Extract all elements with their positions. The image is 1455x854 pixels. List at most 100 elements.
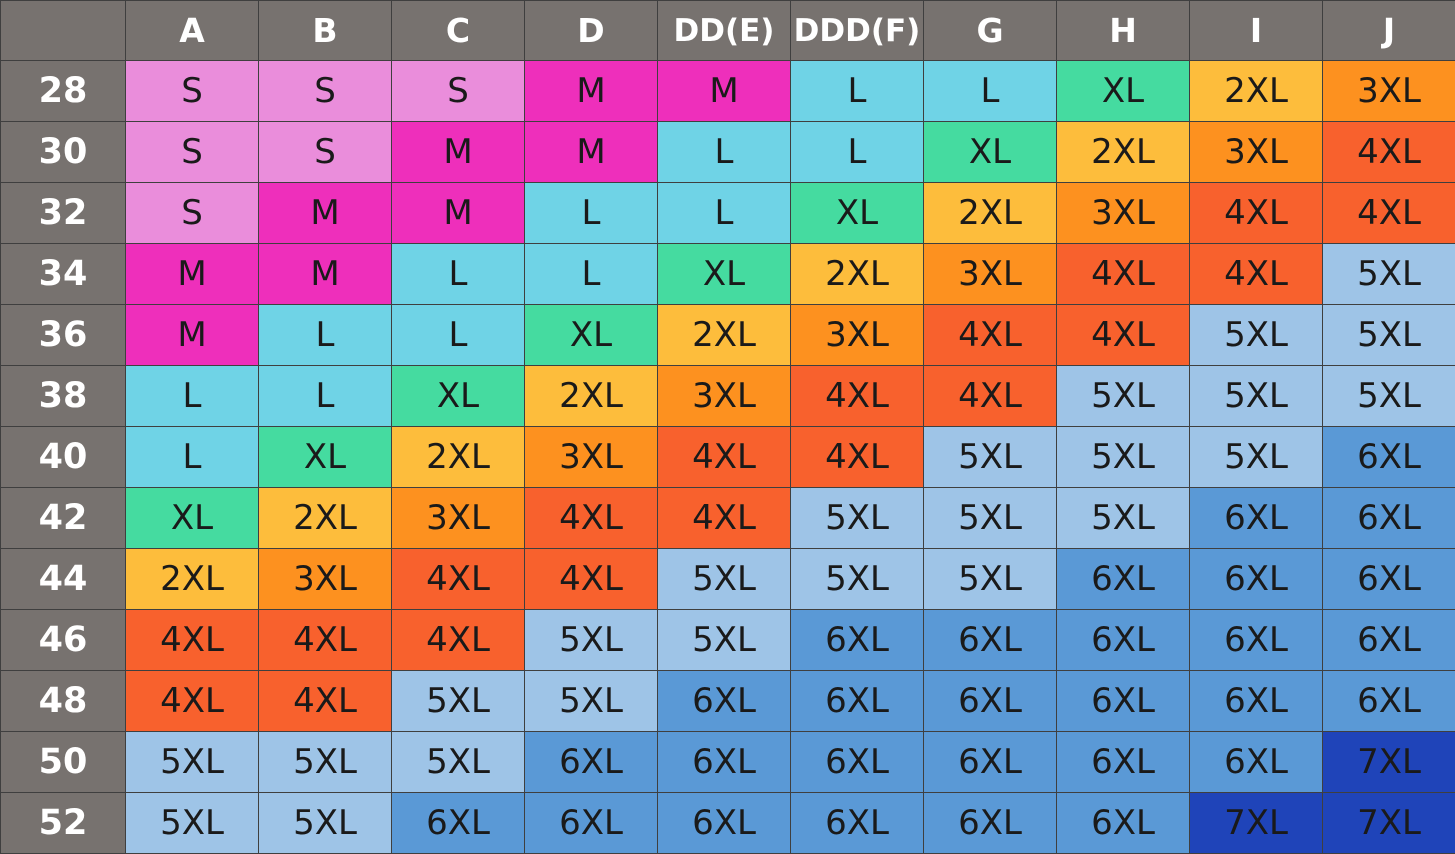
cup-size-header: DDD(F) — [791, 1, 924, 61]
size-cell: 5XL — [126, 793, 259, 854]
size-cell: 5XL — [1057, 488, 1190, 549]
size-cell: 5XL — [658, 610, 791, 671]
band-size-label: 48 — [1, 671, 126, 732]
size-cell: 5XL — [924, 549, 1057, 610]
size-cell: 5XL — [791, 549, 924, 610]
band-size-label: 46 — [1, 610, 126, 671]
size-cell: 5XL — [1190, 366, 1323, 427]
size-cell: 4XL — [924, 366, 1057, 427]
size-cell: XL — [924, 122, 1057, 183]
size-cell: 6XL — [658, 732, 791, 793]
size-cell: 3XL — [1057, 183, 1190, 244]
size-cell: 3XL — [658, 366, 791, 427]
size-cell: XL — [658, 244, 791, 305]
size-cell: M — [392, 122, 525, 183]
size-cell: 4XL — [1323, 122, 1455, 183]
band-size-label: 34 — [1, 244, 126, 305]
size-cell: 6XL — [791, 671, 924, 732]
cup-size-header: H — [1057, 1, 1190, 61]
size-cell: 6XL — [1323, 488, 1455, 549]
size-cell: M — [126, 244, 259, 305]
size-cell: 3XL — [791, 305, 924, 366]
size-cell: 4XL — [126, 610, 259, 671]
size-cell: 6XL — [658, 793, 791, 854]
size-cell: L — [658, 183, 791, 244]
size-cell: 5XL — [658, 549, 791, 610]
size-cell: 4XL — [259, 671, 392, 732]
size-cell: 2XL — [525, 366, 658, 427]
size-cell: 4XL — [791, 427, 924, 488]
size-cell: XL — [791, 183, 924, 244]
size-cell: 2XL — [658, 305, 791, 366]
size-cell: 2XL — [924, 183, 1057, 244]
size-cell: 7XL — [1323, 732, 1455, 793]
size-cell: S — [259, 122, 392, 183]
size-cell: 6XL — [1057, 610, 1190, 671]
size-cell: 3XL — [1323, 61, 1455, 122]
size-cell: 6XL — [1323, 427, 1455, 488]
size-cell: 5XL — [924, 427, 1057, 488]
size-cell: 5XL — [1057, 366, 1190, 427]
size-cell: 4XL — [658, 488, 791, 549]
size-cell: 5XL — [126, 732, 259, 793]
size-cell: 6XL — [1057, 671, 1190, 732]
size-cell: 6XL — [1190, 549, 1323, 610]
band-size-label: 32 — [1, 183, 126, 244]
size-cell: 6XL — [924, 793, 1057, 854]
size-cell: 2XL — [791, 244, 924, 305]
size-cell: L — [392, 244, 525, 305]
band-size-label: 36 — [1, 305, 126, 366]
size-cell: 3XL — [525, 427, 658, 488]
cup-size-header: A — [126, 1, 259, 61]
cup-size-header: B — [259, 1, 392, 61]
size-cell: XL — [392, 366, 525, 427]
size-cell: 4XL — [1190, 183, 1323, 244]
cup-size-header: G — [924, 1, 1057, 61]
size-cell: M — [525, 61, 658, 122]
size-cell: 5XL — [1190, 427, 1323, 488]
size-cell: XL — [1057, 61, 1190, 122]
size-cell: L — [658, 122, 791, 183]
cup-size-header: D — [525, 1, 658, 61]
size-cell: 5XL — [525, 671, 658, 732]
size-cell: XL — [126, 488, 259, 549]
size-cell: 5XL — [924, 488, 1057, 549]
size-cell: 7XL — [1323, 793, 1455, 854]
size-cell: 4XL — [392, 549, 525, 610]
band-size-label: 50 — [1, 732, 126, 793]
size-cell: 7XL — [1190, 793, 1323, 854]
size-cell: M — [259, 183, 392, 244]
size-cell: 3XL — [1190, 122, 1323, 183]
size-cell: 4XL — [1190, 244, 1323, 305]
size-cell: 3XL — [924, 244, 1057, 305]
band-size-label: 40 — [1, 427, 126, 488]
size-cell: 6XL — [392, 793, 525, 854]
size-cell: 2XL — [392, 427, 525, 488]
size-cell: L — [126, 366, 259, 427]
size-cell: M — [392, 183, 525, 244]
size-cell: L — [259, 305, 392, 366]
size-cell: 5XL — [1323, 305, 1455, 366]
size-cell: 4XL — [1323, 183, 1455, 244]
cup-size-header: I — [1190, 1, 1323, 61]
size-cell: 6XL — [924, 610, 1057, 671]
size-cell: 6XL — [1057, 732, 1190, 793]
corner-cell — [1, 1, 126, 61]
size-cell: 3XL — [392, 488, 525, 549]
size-cell: 6XL — [1057, 793, 1190, 854]
size-cell: 5XL — [259, 732, 392, 793]
size-cell: 5XL — [525, 610, 658, 671]
cup-size-header: C — [392, 1, 525, 61]
size-cell: 4XL — [525, 488, 658, 549]
size-cell: M — [126, 305, 259, 366]
size-cell: XL — [259, 427, 392, 488]
size-cell: 4XL — [791, 366, 924, 427]
size-cell: 2XL — [126, 549, 259, 610]
size-cell: 5XL — [1057, 427, 1190, 488]
size-cell: 4XL — [525, 549, 658, 610]
size-cell: 6XL — [658, 671, 791, 732]
